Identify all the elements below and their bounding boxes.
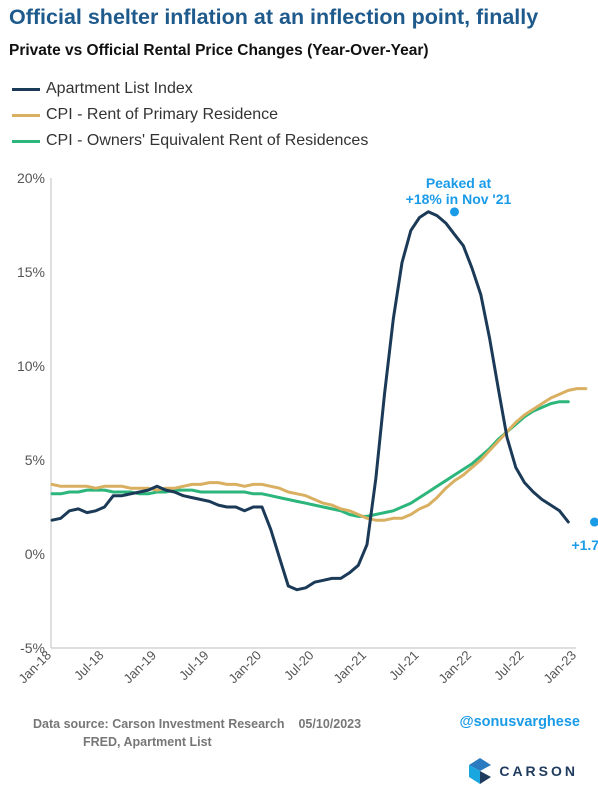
line-chart: 20%15%10%5%0%-5%Jan-18 Jul-18 Jan-19 Jul-19… (15, 170, 598, 687)
x-tick-label: Jul-22 (491, 648, 527, 684)
legend-swatch-cpi-oer (12, 139, 40, 143)
legend-swatch-cpi-rent (12, 113, 40, 117)
legend-label: Apartment List Index (46, 80, 193, 97)
twitter-handle: @sonusvarghese (459, 714, 580, 730)
legend-swatch-apartment-list (12, 87, 40, 91)
legend-item-apartment-list: Apartment List Index (12, 76, 368, 102)
legend-label: CPI - Rent of Primary Residence (46, 106, 279, 123)
x-tick-label: Jan-19 (120, 648, 159, 687)
legend-item-cpi-rent: CPI - Rent of Primary Residence (12, 102, 368, 128)
chart-subtitle: Private vs Official Rental Price Changes… (9, 42, 429, 59)
latest-marker (590, 517, 598, 527)
carson-logo: CARSON (469, 758, 578, 784)
y-tick-label: 20% (17, 170, 45, 186)
legend: Apartment List Index CPI - Rent of Prima… (12, 76, 368, 154)
source-line-2: FRED, Apartment List (83, 735, 212, 749)
x-tick-label: Jul-21 (386, 648, 422, 684)
carson-logo-icon (469, 758, 492, 784)
legend-label: CPI - Owners' Equivalent Rent of Residen… (46, 132, 369, 149)
x-tick-label: Jan-23 (540, 648, 579, 687)
peak-annotation-label: +18% in Nov '21 (406, 191, 512, 207)
source-date: 05/10/2023 (298, 717, 362, 731)
series-line-apartment-list (50, 210, 570, 592)
x-tick-label: Jul-20 (281, 648, 317, 684)
chart-title: Official shelter inflation at an inflect… (9, 5, 539, 29)
latest-annotation-label: +1.7% (571, 537, 598, 553)
y-tick-label: -5% (20, 640, 45, 656)
carson-logo-text: CARSON (499, 763, 578, 779)
legend-item-cpi-oer: CPI - Owners' Equivalent Rent of Residen… (12, 128, 368, 154)
data-source: Data source: Carson Investment Research 0… (33, 715, 361, 751)
x-tick-label: Jul-19 (176, 648, 212, 684)
peak-marker (450, 207, 459, 217)
y-tick-label: 10% (17, 358, 45, 374)
x-tick-label: Jan-21 (330, 648, 369, 687)
x-tick-label: Jan-22 (435, 648, 474, 687)
y-tick-label: 15% (17, 264, 45, 280)
x-tick-label: Jul-18 (71, 648, 107, 684)
series-line-cpi-rent (50, 387, 588, 522)
source-line-1: Data source: Carson Investment Research (33, 717, 285, 731)
y-tick-label: 0% (25, 546, 45, 562)
x-tick-label: Jan-20 (225, 648, 264, 687)
y-tick-label: 5% (25, 452, 45, 468)
peak-annotation-label: Peaked at (426, 175, 492, 191)
